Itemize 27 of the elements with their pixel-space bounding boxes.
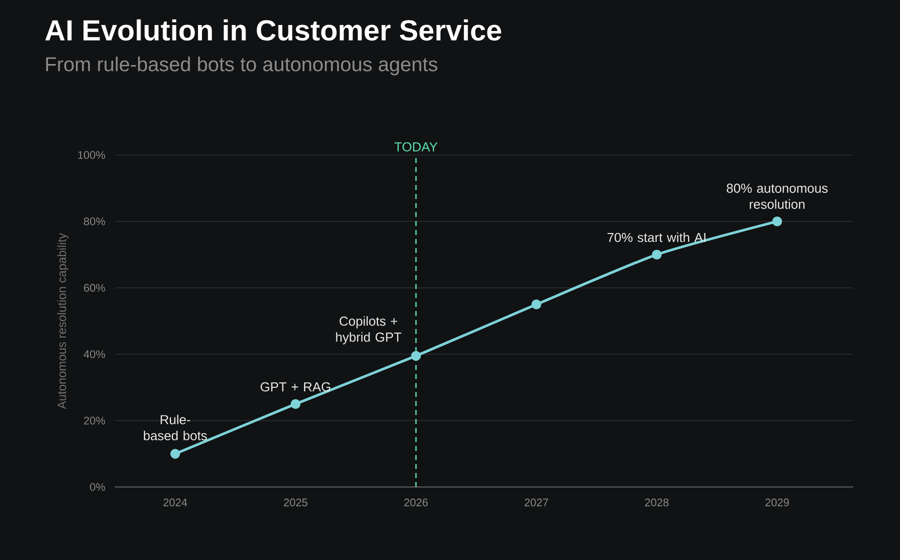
y-tick-label: 40% (84, 350, 106, 358)
y-tick-label: 80% (84, 218, 106, 226)
x-tick-label: 2026 (404, 498, 428, 506)
point (411, 350, 421, 361)
y-tick-label: 100% (78, 151, 106, 159)
y-axis-title: Autonomous resolution capability (57, 233, 68, 410)
chart-title: AI Evolution in Customer Service (45, 19, 502, 41)
y-tick-label: 0% (90, 483, 106, 491)
x-tick-label: 2028 (645, 498, 669, 506)
ref-line-label: TODAY (394, 142, 438, 152)
point (290, 399, 300, 409)
annotation: GPT + RAG (260, 382, 330, 392)
point (531, 300, 542, 310)
x-tick-label: 2024 (164, 498, 188, 506)
x-tick-label: 2027 (524, 498, 548, 506)
y-tick-label: 60% (84, 284, 106, 292)
x-tick-label: 2029 (765, 498, 789, 506)
annotation: Rule-based bots (144, 414, 207, 440)
annotation: Copilots + hybrid GPT (336, 316, 402, 344)
y-tick-label: 20% (84, 416, 106, 424)
chart-subtitle: From rule-based bots to autonomous agents (46, 56, 438, 76)
point (652, 250, 662, 260)
x-tick-label: 2025 (284, 498, 308, 506)
point (170, 448, 180, 459)
annotation: 70% start with AI (608, 232, 706, 242)
point (772, 216, 782, 226)
annotation: 80% autonomous resolution (726, 184, 828, 209)
